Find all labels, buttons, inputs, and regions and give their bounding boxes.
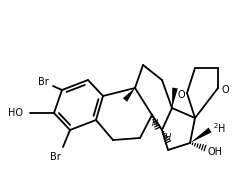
Polygon shape <box>190 128 212 143</box>
Polygon shape <box>123 88 135 102</box>
Polygon shape <box>172 88 178 108</box>
Text: HO: HO <box>8 108 23 118</box>
Text: O: O <box>177 90 185 100</box>
Text: Br: Br <box>38 77 49 87</box>
Text: H: H <box>152 119 158 127</box>
Text: O: O <box>221 85 229 95</box>
Text: OH: OH <box>207 147 222 157</box>
Text: $^{2}$H: $^{2}$H <box>213 121 226 135</box>
Text: H: H <box>165 134 171 143</box>
Text: Br: Br <box>50 152 60 162</box>
